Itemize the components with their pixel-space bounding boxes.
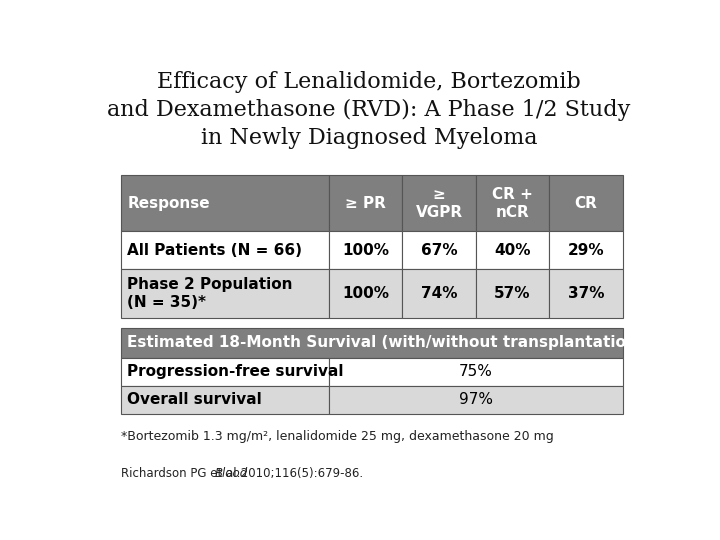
Text: CR +
nCR: CR + nCR: [492, 186, 533, 220]
Text: Blood: Blood: [215, 467, 248, 480]
Text: 100%: 100%: [342, 243, 390, 258]
Bar: [329, 175, 402, 231]
Text: 67%: 67%: [420, 243, 457, 258]
Bar: [329, 269, 402, 319]
Bar: [121, 231, 329, 269]
Bar: [121, 175, 329, 231]
Text: Phase 2 Population
(N = 35)*: Phase 2 Population (N = 35)*: [127, 278, 293, 310]
Bar: [329, 386, 623, 414]
Text: 97%: 97%: [459, 393, 493, 408]
Bar: [329, 231, 402, 269]
Text: Response: Response: [127, 195, 210, 211]
Text: 37%: 37%: [568, 286, 604, 301]
Text: 29%: 29%: [567, 243, 604, 258]
Bar: [121, 357, 329, 386]
Bar: [121, 386, 329, 414]
Text: ≥ PR: ≥ PR: [346, 195, 386, 211]
Text: Progression-free survival: Progression-free survival: [127, 364, 344, 379]
Text: Estimated 18-Month Survival (with/without transplantation): Estimated 18-Month Survival (with/withou…: [127, 335, 644, 350]
Text: 57%: 57%: [494, 286, 531, 301]
Bar: [476, 175, 549, 231]
Text: Overall survival: Overall survival: [127, 393, 262, 408]
Text: Richardson PG et al.: Richardson PG et al.: [121, 467, 244, 480]
Text: 2010;116(5):679-86.: 2010;116(5):679-86.: [237, 467, 363, 480]
Bar: [402, 175, 476, 231]
Text: 75%: 75%: [459, 364, 493, 379]
Text: ≥
VGPR: ≥ VGPR: [415, 186, 463, 220]
Text: *Bortezomib 1.3 mg/m², lenalidomide 25 mg, dexamethasone 20 mg: *Bortezomib 1.3 mg/m², lenalidomide 25 m…: [121, 430, 554, 443]
Text: Efficacy of Lenalidomide, Bortezomib
and Dexamethasone (RVD): A Phase 1/2 Study
: Efficacy of Lenalidomide, Bortezomib and…: [107, 71, 631, 149]
Bar: [476, 231, 549, 269]
Text: All Patients (N = 66): All Patients (N = 66): [127, 243, 302, 258]
Bar: [549, 175, 623, 231]
Bar: [121, 269, 329, 319]
Bar: [121, 328, 623, 357]
Text: 40%: 40%: [494, 243, 531, 258]
Text: 74%: 74%: [420, 286, 457, 301]
Bar: [549, 231, 623, 269]
Bar: [402, 231, 476, 269]
Text: 100%: 100%: [342, 286, 390, 301]
Bar: [476, 269, 549, 319]
Text: CR: CR: [575, 195, 598, 211]
Bar: [549, 269, 623, 319]
Bar: [402, 269, 476, 319]
Bar: [329, 357, 623, 386]
